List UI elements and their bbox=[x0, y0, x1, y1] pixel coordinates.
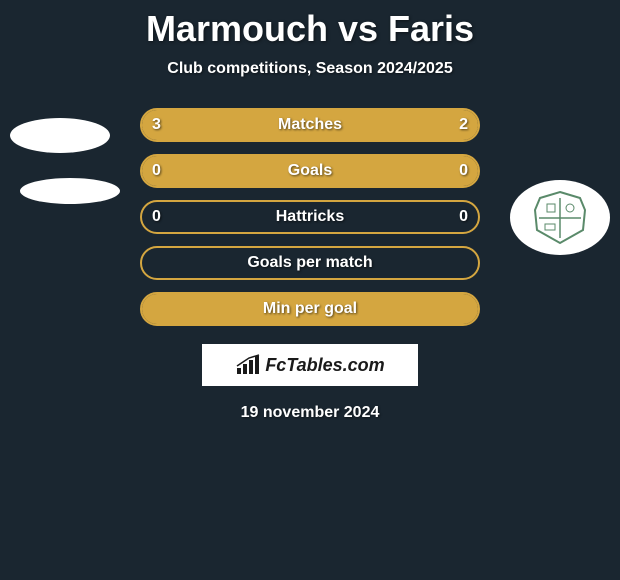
stat-row: 00Hattricks bbox=[140, 200, 480, 234]
stat-row: Min per goal bbox=[140, 292, 480, 326]
brand-box: FcTables.com bbox=[202, 344, 418, 386]
brand-label: FcTables.com bbox=[265, 355, 384, 376]
stat-label: Goals per match bbox=[142, 254, 478, 272]
subtitle: Club competitions, Season 2024/2025 bbox=[0, 60, 620, 78]
stat-label: Matches bbox=[142, 116, 478, 134]
club-crest-left-2 bbox=[20, 178, 120, 204]
stat-row: Goals per match bbox=[140, 246, 480, 280]
club-crest-left-1 bbox=[10, 118, 110, 153]
club-crest-right bbox=[510, 180, 610, 255]
stat-row: 32Matches bbox=[140, 108, 480, 142]
stat-label: Hattricks bbox=[142, 208, 478, 226]
page-title: Marmouch vs Faris bbox=[0, 0, 620, 50]
stat-label: Min per goal bbox=[142, 300, 478, 318]
stat-row: 00Goals bbox=[140, 154, 480, 188]
chart-icon bbox=[235, 354, 261, 376]
shield-icon bbox=[525, 190, 595, 245]
date-text: 19 november 2024 bbox=[0, 404, 620, 422]
stat-label: Goals bbox=[142, 162, 478, 180]
